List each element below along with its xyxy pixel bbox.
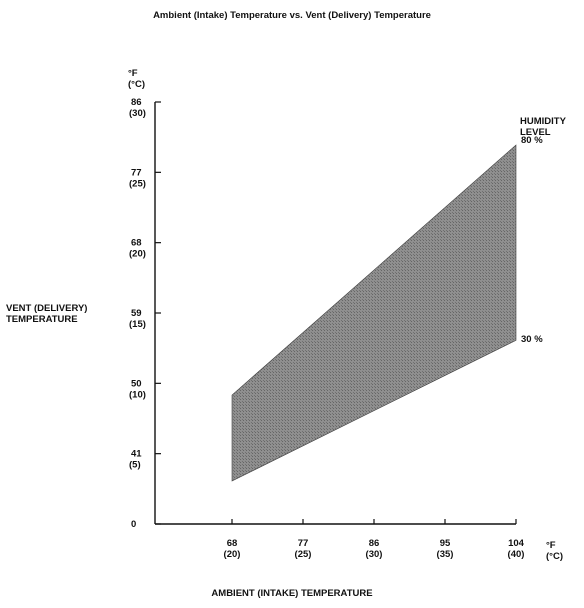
x-tick-label-c: (35) bbox=[437, 549, 454, 560]
y-tick-label-f: 68 bbox=[131, 238, 142, 249]
y-tick-label-c: (15) bbox=[129, 319, 146, 330]
y-tick-label-f: 77 bbox=[131, 167, 142, 178]
y-unit-fahrenheit: °F bbox=[128, 68, 138, 79]
y-tick-label-c: (10) bbox=[129, 389, 146, 400]
x-tick-label-f: 95 bbox=[440, 538, 451, 549]
legend-title-line2: LEVEL bbox=[520, 127, 551, 138]
y-tick-label-f: 86 bbox=[131, 97, 142, 108]
x-unit-celsius: (°C) bbox=[546, 551, 563, 562]
y-tick-label-f: 41 bbox=[131, 449, 142, 460]
series-label-80: 80 % bbox=[521, 135, 543, 146]
x-tick-label-c: (30) bbox=[366, 549, 383, 560]
y-axis-label-line1: VENT (DELIVERY) bbox=[6, 303, 88, 314]
x-tick-label-f: 77 bbox=[298, 538, 309, 549]
y-tick-label-f: 50 bbox=[131, 378, 142, 389]
y-axis-label-line2: TEMPERATURE bbox=[6, 314, 78, 325]
x-tick-label-f: 68 bbox=[227, 538, 238, 549]
y-tick-label-c: (30) bbox=[129, 108, 146, 119]
x-tick-label-f: 86 bbox=[369, 538, 380, 549]
y-unit-celsius: (°C) bbox=[128, 79, 145, 90]
x-tick-label-f: 104 bbox=[508, 538, 525, 549]
y-tick-label-f: 59 bbox=[131, 308, 142, 319]
x-tick-label-c: (25) bbox=[295, 549, 312, 560]
y-tick-label-c: (5) bbox=[129, 460, 141, 471]
x-axis-label: AMBIENT (INTAKE) TEMPERATURE bbox=[211, 588, 373, 599]
x-tick-label-c: (40) bbox=[508, 549, 525, 560]
humidity-band-area bbox=[231, 144, 517, 482]
y-tick-label-c: (25) bbox=[129, 178, 146, 189]
x-tick-label-c: (20) bbox=[224, 549, 241, 560]
series-label-30: 30 % bbox=[521, 334, 543, 345]
y-tick-label-f: 0 bbox=[131, 519, 136, 530]
x-unit-fahrenheit: °F bbox=[546, 540, 556, 551]
legend-title-line1: HUMIDITY bbox=[520, 116, 566, 127]
x-ticks: 68(20) 77(25) 86(30) 95(35) 104(40) bbox=[224, 519, 525, 560]
y-tick-label-c: (20) bbox=[129, 249, 146, 260]
y-ticks: 0 41(5) 50(10) 59(15) 68(20) 77(25) 86(30) bbox=[129, 97, 161, 530]
chart-title: Ambient (Intake) Temperature vs. Vent (D… bbox=[153, 10, 431, 21]
